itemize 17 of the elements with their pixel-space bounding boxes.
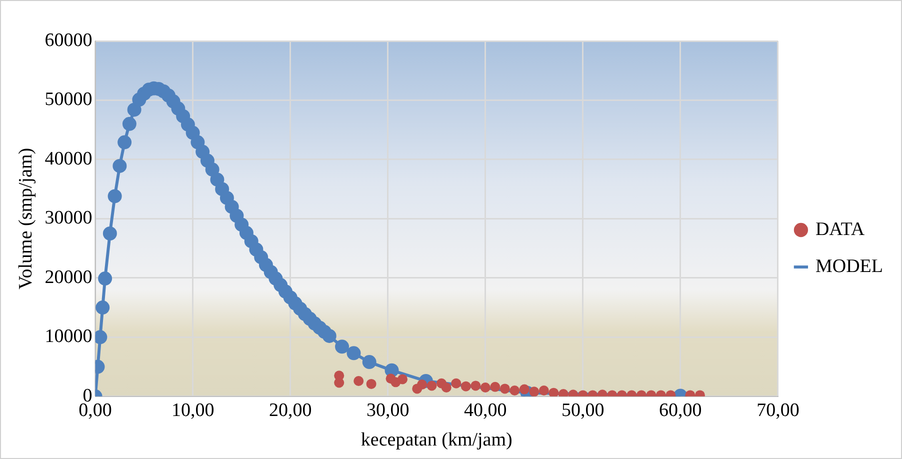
x-tick-label: 60,00: [659, 400, 702, 421]
y-tick-label: 20000: [44, 266, 92, 288]
x-tick-label: 50,00: [562, 400, 604, 421]
y-tick-label: 50000: [44, 89, 92, 110]
x-tick-label: 10,00: [171, 400, 214, 421]
y-tick-label: 60000: [44, 30, 92, 51]
x-tick-label: 20,00: [268, 400, 312, 421]
x-tick-label: 70,00: [756, 400, 800, 421]
legend-label: MODEL: [815, 256, 884, 277]
x-tick-label: 40,00: [464, 400, 507, 421]
y-axis-title: Volume (smp/jam): [15, 148, 36, 290]
x-axis-title: kecepatan (km/jam): [360, 430, 512, 451]
y-tick-label: 40000: [44, 148, 92, 170]
y-tick-label: 10000: [44, 326, 92, 348]
y-tick-label: 30000: [44, 208, 92, 229]
x-tick-label: 30,00: [366, 400, 410, 421]
legend-label: DATA: [815, 218, 865, 240]
